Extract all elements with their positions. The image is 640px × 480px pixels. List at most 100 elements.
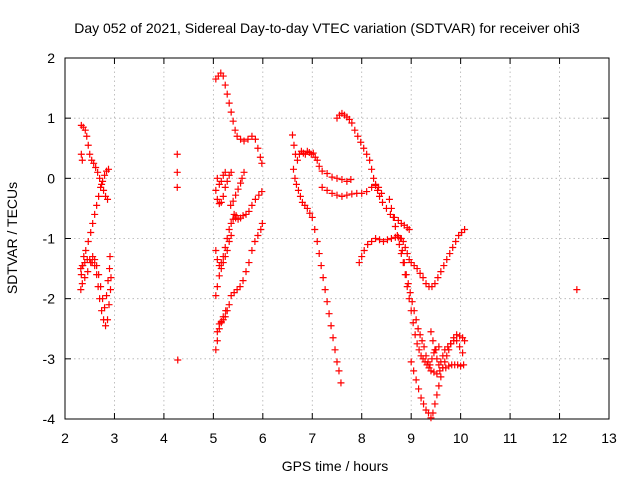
- data-point: [87, 259, 95, 267]
- data-point: [387, 204, 395, 212]
- data-point: [239, 277, 247, 285]
- data-point: [221, 168, 229, 176]
- data-point: [213, 328, 221, 336]
- data-point: [407, 259, 415, 267]
- series-c4: [227, 168, 248, 209]
- data-point: [410, 307, 418, 315]
- data-point: [333, 174, 341, 182]
- data-point: [217, 177, 225, 185]
- data-point: [296, 192, 304, 200]
- data-point: [364, 241, 372, 249]
- data-point: [98, 307, 106, 315]
- data-point: [212, 346, 220, 354]
- data-point: [291, 174, 299, 182]
- data-point: [456, 343, 464, 351]
- data-point: [315, 250, 323, 258]
- data-point: [83, 132, 91, 140]
- series-d8: [396, 235, 443, 369]
- data-point: [91, 256, 99, 264]
- data-point: [417, 394, 425, 402]
- data-point: [460, 361, 468, 369]
- data-point: [458, 228, 466, 236]
- data-point: [95, 192, 103, 200]
- data-point: [315, 162, 323, 170]
- data-point: [219, 72, 227, 80]
- y-tick-label: -1: [43, 231, 56, 247]
- data-point: [404, 280, 412, 288]
- y-tick-label: 2: [47, 50, 55, 66]
- data-point: [431, 400, 439, 408]
- data-point: [227, 292, 235, 300]
- data-point: [95, 271, 103, 279]
- data-point: [258, 219, 266, 227]
- data-point: [219, 192, 227, 200]
- series-c3: [213, 168, 229, 188]
- data-point: [333, 358, 341, 366]
- data-point: [231, 126, 239, 134]
- data-point: [318, 167, 326, 175]
- data-point: [212, 186, 220, 194]
- data-point: [105, 165, 113, 173]
- data-point: [343, 191, 351, 199]
- data-point: [227, 201, 235, 209]
- data-point: [86, 150, 94, 158]
- data-point: [406, 289, 414, 297]
- data-point: [389, 213, 397, 221]
- data-point: [225, 238, 233, 246]
- data-point: [335, 367, 343, 375]
- data-point: [91, 210, 99, 218]
- data-point: [234, 185, 242, 193]
- data-point: [372, 235, 380, 242]
- series-d4: [318, 182, 386, 200]
- data-point: [357, 138, 365, 146]
- y-tick-label: -4: [43, 411, 56, 427]
- data-point: [236, 283, 244, 291]
- data-point: [372, 180, 380, 188]
- data-point: [232, 214, 240, 222]
- data-point: [347, 176, 355, 184]
- data-point: [376, 236, 384, 244]
- data-point: [397, 250, 405, 258]
- data-point: [453, 337, 461, 345]
- data-point: [105, 301, 113, 309]
- x-tick-label: 11: [503, 430, 518, 446]
- data-point: [227, 108, 235, 116]
- data-point: [454, 361, 462, 369]
- data-point: [221, 183, 229, 191]
- data-point: [251, 135, 259, 143]
- data-point: [351, 126, 359, 134]
- data-point: [232, 191, 240, 199]
- data-point: [212, 247, 220, 255]
- data-point: [248, 132, 256, 140]
- data-point: [317, 262, 325, 270]
- data-point: [461, 337, 469, 345]
- data-point: [227, 168, 235, 176]
- data-point: [212, 292, 220, 300]
- data-point: [338, 176, 346, 184]
- data-point: [415, 385, 423, 393]
- data-point: [370, 174, 378, 182]
- data-point: [238, 174, 246, 182]
- data-point: [401, 244, 409, 252]
- data-point: [427, 414, 435, 422]
- data-point: [428, 283, 436, 291]
- data-point: [412, 316, 420, 324]
- data-point: [318, 183, 326, 191]
- data-point: [321, 286, 329, 294]
- data-point: [452, 238, 460, 246]
- data-point: [422, 352, 430, 360]
- y-tick-label: -3: [43, 351, 56, 367]
- data-point: [355, 259, 363, 267]
- data-point: [402, 271, 410, 279]
- data-point: [400, 259, 408, 267]
- series-b1: [173, 150, 182, 364]
- data-point: [433, 355, 441, 363]
- series-d3: [311, 225, 345, 387]
- y-tick-label: -2: [43, 291, 56, 307]
- data-point: [405, 295, 413, 303]
- data-point: [363, 150, 371, 158]
- data-point: [225, 301, 233, 309]
- data-point: [107, 274, 115, 282]
- data-point: [87, 228, 95, 236]
